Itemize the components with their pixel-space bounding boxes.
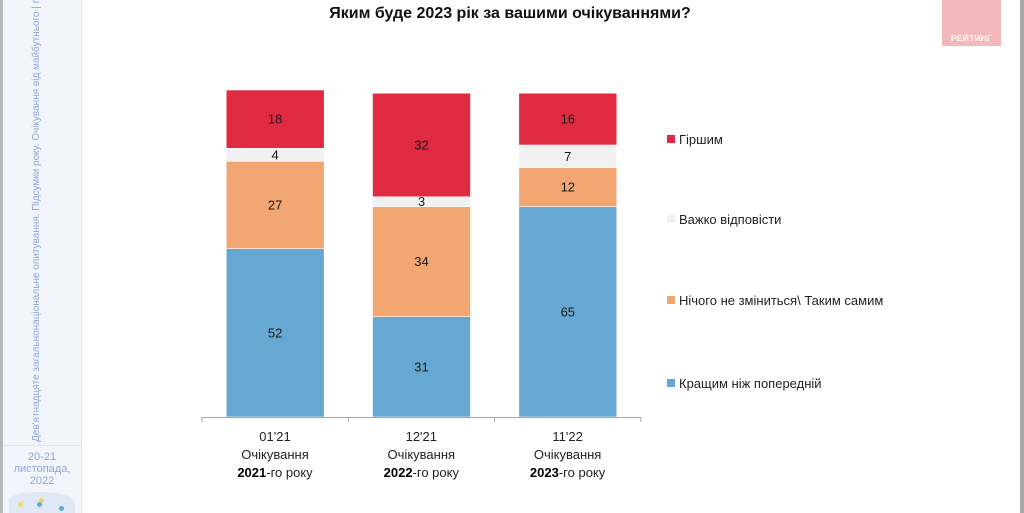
bar-segment <box>225 248 325 418</box>
data-label: 52 <box>268 325 282 340</box>
x-tick-label: 01'21 Очікування 2021-го року <box>202 428 348 482</box>
year-suffix: -го року <box>266 465 313 480</box>
year-value: 2023 <box>529 465 559 480</box>
data-label: 3 <box>418 194 425 209</box>
legend-item: Важко відповісти <box>667 211 781 227</box>
survey-date-month-year: листопада, 2022 <box>13 463 71 487</box>
period-label: 01'21 <box>259 429 291 444</box>
sidebar-divider <box>3 445 81 446</box>
data-label: 18 <box>268 112 282 127</box>
legend-swatch <box>667 379 675 387</box>
bar-segment <box>225 89 325 149</box>
year-value: 2022 <box>383 465 413 480</box>
period-label: 12'21 <box>405 429 437 444</box>
legend-label: Кращим ніж попередній <box>679 375 822 391</box>
period-label: 11'22 <box>552 429 583 444</box>
bar-segment <box>518 206 618 418</box>
survey-date-days: 20-21 <box>27 451 57 463</box>
year-label: 2021-го року <box>202 464 348 482</box>
expectation-label: Очікування <box>241 447 309 462</box>
legend-label: Важко відповісти <box>679 211 782 227</box>
survey-date: 20-21 листопада, 2022 <box>3 451 81 487</box>
data-label: 7 <box>564 149 571 164</box>
bars-group: 52 27 4 18 31 34 3 32 65 12 7 16 <box>225 89 618 418</box>
x-tick-label: 12'21 Очікування 2022-го року <box>348 428 494 482</box>
legend-swatch <box>667 296 675 304</box>
data-label: 34 <box>414 254 428 269</box>
year-label: 2022-го року <box>348 464 494 482</box>
legend-label: Нічого не зміниться\ Таким самим <box>679 292 884 308</box>
x-tick-label: 11'22 Очікування 2023-го року <box>495 428 641 482</box>
sidebar: Дев'ятнадцяте загальнонаціональне опитув… <box>3 0 82 513</box>
bar-segment <box>518 92 618 146</box>
legend-item: Нічого не зміниться\ Таким самим <box>667 292 883 308</box>
legend-item: Гіршим <box>667 131 723 147</box>
year-value: 2021 <box>237 465 267 480</box>
year-label: 2023-го року <box>495 464 641 482</box>
data-label: 27 <box>268 197 282 212</box>
legend-item: Кращим ніж попередній <box>667 375 822 391</box>
year-suffix: -го року <box>558 465 606 480</box>
ukraine-map-icon <box>9 492 75 513</box>
bar-segment <box>372 206 471 318</box>
data-label: 16 <box>561 112 575 127</box>
data-label: 4 <box>271 147 278 162</box>
data-label: 65 <box>561 304 575 319</box>
data-label: 31 <box>414 359 428 374</box>
logo-text: РЕЙТИНГ <box>950 33 993 43</box>
year-suffix: -го року <box>412 465 459 480</box>
bar-segment <box>372 92 471 198</box>
rating-logo: РЕЙТИНГ <box>942 0 1001 46</box>
expectation-label: Очікування <box>533 447 602 462</box>
legend-swatch <box>667 215 675 223</box>
legend-label: Гіршим <box>679 131 723 147</box>
bar-segment <box>225 160 325 249</box>
x-axis <box>201 417 642 422</box>
bar-segment <box>372 316 471 418</box>
right-frame <box>1020 0 1024 513</box>
legend-swatch <box>667 135 675 143</box>
chart-title: Яким буде 2023 рік за вашими очікуванням… <box>329 5 691 22</box>
data-label: 12 <box>561 180 575 195</box>
expectation-label: Очікування <box>387 447 456 462</box>
data-label: 32 <box>414 138 428 153</box>
left-frame <box>0 0 3 513</box>
